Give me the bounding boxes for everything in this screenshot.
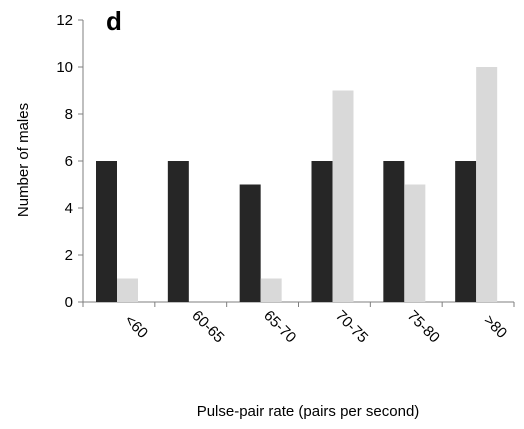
bar-series-1 bbox=[239, 184, 261, 302]
bar-series-1 bbox=[383, 161, 405, 302]
x-tick-label: 75-80 bbox=[404, 307, 443, 346]
bar-series-1 bbox=[311, 161, 333, 302]
y-tick-label: 0 bbox=[65, 294, 73, 311]
y-tick-label: 6 bbox=[65, 153, 73, 170]
bar-series-1 bbox=[167, 161, 189, 302]
y-tick-label: 12 bbox=[56, 12, 73, 29]
y-axis-title: Number of males bbox=[15, 103, 32, 217]
bar-series-2 bbox=[476, 67, 498, 302]
x-tick-label: 70-75 bbox=[332, 307, 371, 346]
x-tick-label: <60 bbox=[121, 312, 151, 342]
x-tick-label: 65-70 bbox=[260, 307, 299, 346]
y-tick-label: 10 bbox=[56, 59, 73, 76]
x-tick-label: 60-65 bbox=[188, 307, 227, 346]
bar-series-1 bbox=[455, 161, 477, 302]
x-tick-label: >80 bbox=[480, 312, 510, 342]
bar-series-2 bbox=[260, 278, 282, 302]
bar-series-2 bbox=[117, 278, 138, 302]
plot-area: 0 2 4 6 8 10 12 <60 60-65 65-70 70-75 75-80 >80 bbox=[56, 12, 515, 346]
bar-series-2 bbox=[404, 184, 426, 302]
x-axis-title: Pulse-pair rate (pairs per second) bbox=[197, 403, 420, 420]
panel-label: d bbox=[106, 6, 122, 36]
bar-series-1 bbox=[96, 161, 117, 302]
bar-series-2 bbox=[332, 90, 354, 302]
y-tick-label: 4 bbox=[65, 200, 73, 217]
y-tick-label: 8 bbox=[65, 106, 73, 123]
y-tick-label: 2 bbox=[65, 247, 73, 264]
